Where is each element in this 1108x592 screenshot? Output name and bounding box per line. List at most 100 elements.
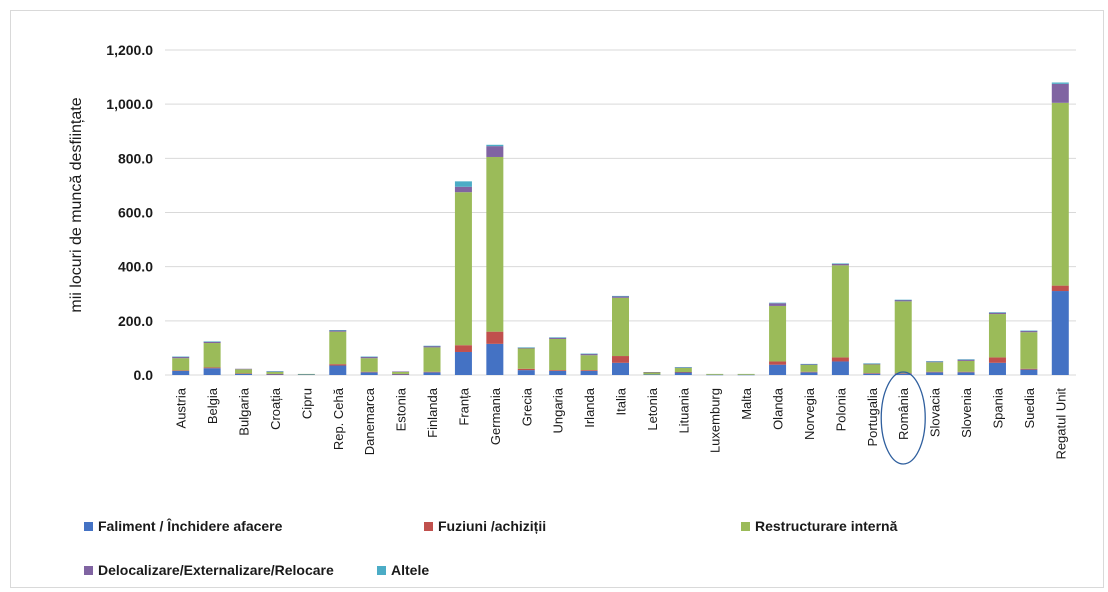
bar-segment-5 [831, 263, 849, 264]
legend-label-restructurare: Restructurare internă [755, 518, 898, 534]
bar-segment-1 [203, 368, 221, 375]
y-tick-label: 1,200.0 [106, 42, 153, 58]
bar-segment-5 [360, 356, 378, 358]
bar-segment-5 [1020, 330, 1038, 332]
bar-segment-5 [674, 367, 692, 368]
bar-segment-5 [894, 299, 912, 301]
bar-segment-3 [329, 331, 347, 365]
legend-item-fuziuni: Fuziuni /achiziții [424, 518, 546, 534]
bar-segment-4 [1051, 83, 1069, 103]
bar-segment-1 [800, 372, 818, 375]
x-tick-label: Letonia [645, 387, 660, 430]
legend-swatch-restructurare [741, 521, 750, 531]
bar-segment-2 [769, 361, 787, 365]
bar-segment-5 [266, 371, 284, 372]
bar-segment-2 [423, 371, 441, 373]
bar-segment-5 [612, 295, 629, 297]
bar-segment-2 [329, 364, 347, 366]
bar-segment-1 [172, 370, 190, 375]
bar-segment-2 [926, 371, 944, 373]
x-tick-label: Franța [456, 387, 471, 425]
bar-segment-5 [423, 345, 441, 347]
x-tick-label: Rep. Cehă [331, 387, 346, 450]
bar-segment-4 [266, 371, 284, 372]
bar-segment-5 [1051, 82, 1069, 84]
legend-swatch-altele [377, 565, 386, 575]
bar-segment-1 [329, 365, 347, 375]
bar-segment-2 [172, 370, 190, 371]
x-tick-label: Regatul Unit [1053, 388, 1068, 460]
bar-segment-2 [549, 370, 567, 371]
bar-segment-3 [1020, 332, 1038, 369]
bar-segment-2 [486, 331, 504, 344]
x-tick-label: Slovenia [959, 387, 974, 438]
bar-segment-2 [517, 368, 535, 371]
bar-segment-3 [517, 348, 535, 369]
bar-segment-1 [831, 361, 849, 375]
bar-segment-1 [706, 374, 724, 376]
bar-segment-4 [329, 330, 347, 332]
bar-segment-3 [203, 343, 221, 368]
bar-segment-2 [1051, 285, 1069, 292]
bar-segment-2 [266, 373, 284, 375]
bar-segment-3 [235, 369, 253, 374]
x-tick-label: Austria [174, 387, 189, 428]
bar-segment-3 [957, 360, 975, 372]
legend-label-fuziuni: Fuziuni /achiziții [438, 518, 547, 534]
x-tick-label: Luxemburg [708, 388, 723, 453]
bar-segment-4 [360, 356, 378, 359]
bar-segment-3 [831, 265, 849, 358]
bar-segment-1 [769, 364, 787, 375]
legend-label-altele: Altele [391, 562, 430, 578]
bar-segment-4 [172, 356, 190, 359]
bar-segment-3 [360, 358, 378, 372]
bar-segment-5 [863, 363, 881, 364]
legend-swatch-delocalizare [84, 565, 93, 575]
bar-segment-3 [988, 314, 1006, 358]
bar-segment-3 [674, 367, 692, 373]
bar-segment-1 [988, 362, 1006, 375]
bar-segment-2 [1020, 368, 1038, 370]
bar-segment-1 [297, 374, 315, 375]
bar-segment-3 [266, 371, 284, 374]
legend-item-faliment: Faliment / Închidere afacere [84, 518, 282, 534]
bar-segment-3 [1051, 102, 1069, 286]
x-tick-label: Estonia [394, 387, 409, 431]
bar-segment-4 [423, 346, 441, 348]
bar-segment-4 [517, 347, 535, 349]
bar-segment-1 [486, 343, 504, 375]
x-tick-label: Portugalia [865, 387, 880, 446]
x-tick-label: România [896, 387, 911, 440]
x-tick-label: Irlanda [582, 387, 597, 428]
bar-segment-3 [297, 373, 315, 375]
bar-segment-3 [580, 355, 598, 371]
bar-segment-3 [800, 364, 818, 372]
legend-item-restructurare: Restructurare internă [741, 518, 897, 534]
y-axis-title: mii locuri de muncă desființate [68, 97, 85, 312]
bar-segment-1 [1020, 369, 1038, 375]
bar-segment-4 [988, 312, 1006, 315]
x-tick-label: Croația [268, 387, 283, 430]
bar-segment-5 [172, 356, 190, 358]
bar-segment-3 [392, 371, 410, 374]
bar-segment-2 [831, 357, 849, 362]
bar-segment-4 [957, 359, 975, 361]
bar-segment-3 [737, 373, 755, 375]
x-tick-label: Italia [614, 387, 629, 415]
chart-frame [10, 10, 1104, 588]
bar-segment-4 [580, 353, 598, 356]
bar-segment-5 [203, 341, 221, 342]
legend-label-delocalizare: Delocalizare/Externalizare/Relocare [98, 562, 334, 578]
x-tick-label: Bulgaria [237, 387, 252, 435]
x-tick-label: Malta [739, 387, 754, 420]
highlight-ellipse [880, 371, 926, 465]
bar-segment-5 [329, 330, 347, 331]
bar-segment-3 [863, 364, 881, 374]
y-tick-label: 400.0 [118, 259, 153, 275]
bar-segment-4 [486, 146, 504, 157]
bar-segment-4 [392, 371, 410, 372]
bar-segment-4 [549, 337, 567, 339]
x-tick-label: Finlanda [425, 387, 440, 438]
y-tick-label: 800.0 [118, 150, 153, 166]
bar-segment-2 [674, 372, 692, 373]
